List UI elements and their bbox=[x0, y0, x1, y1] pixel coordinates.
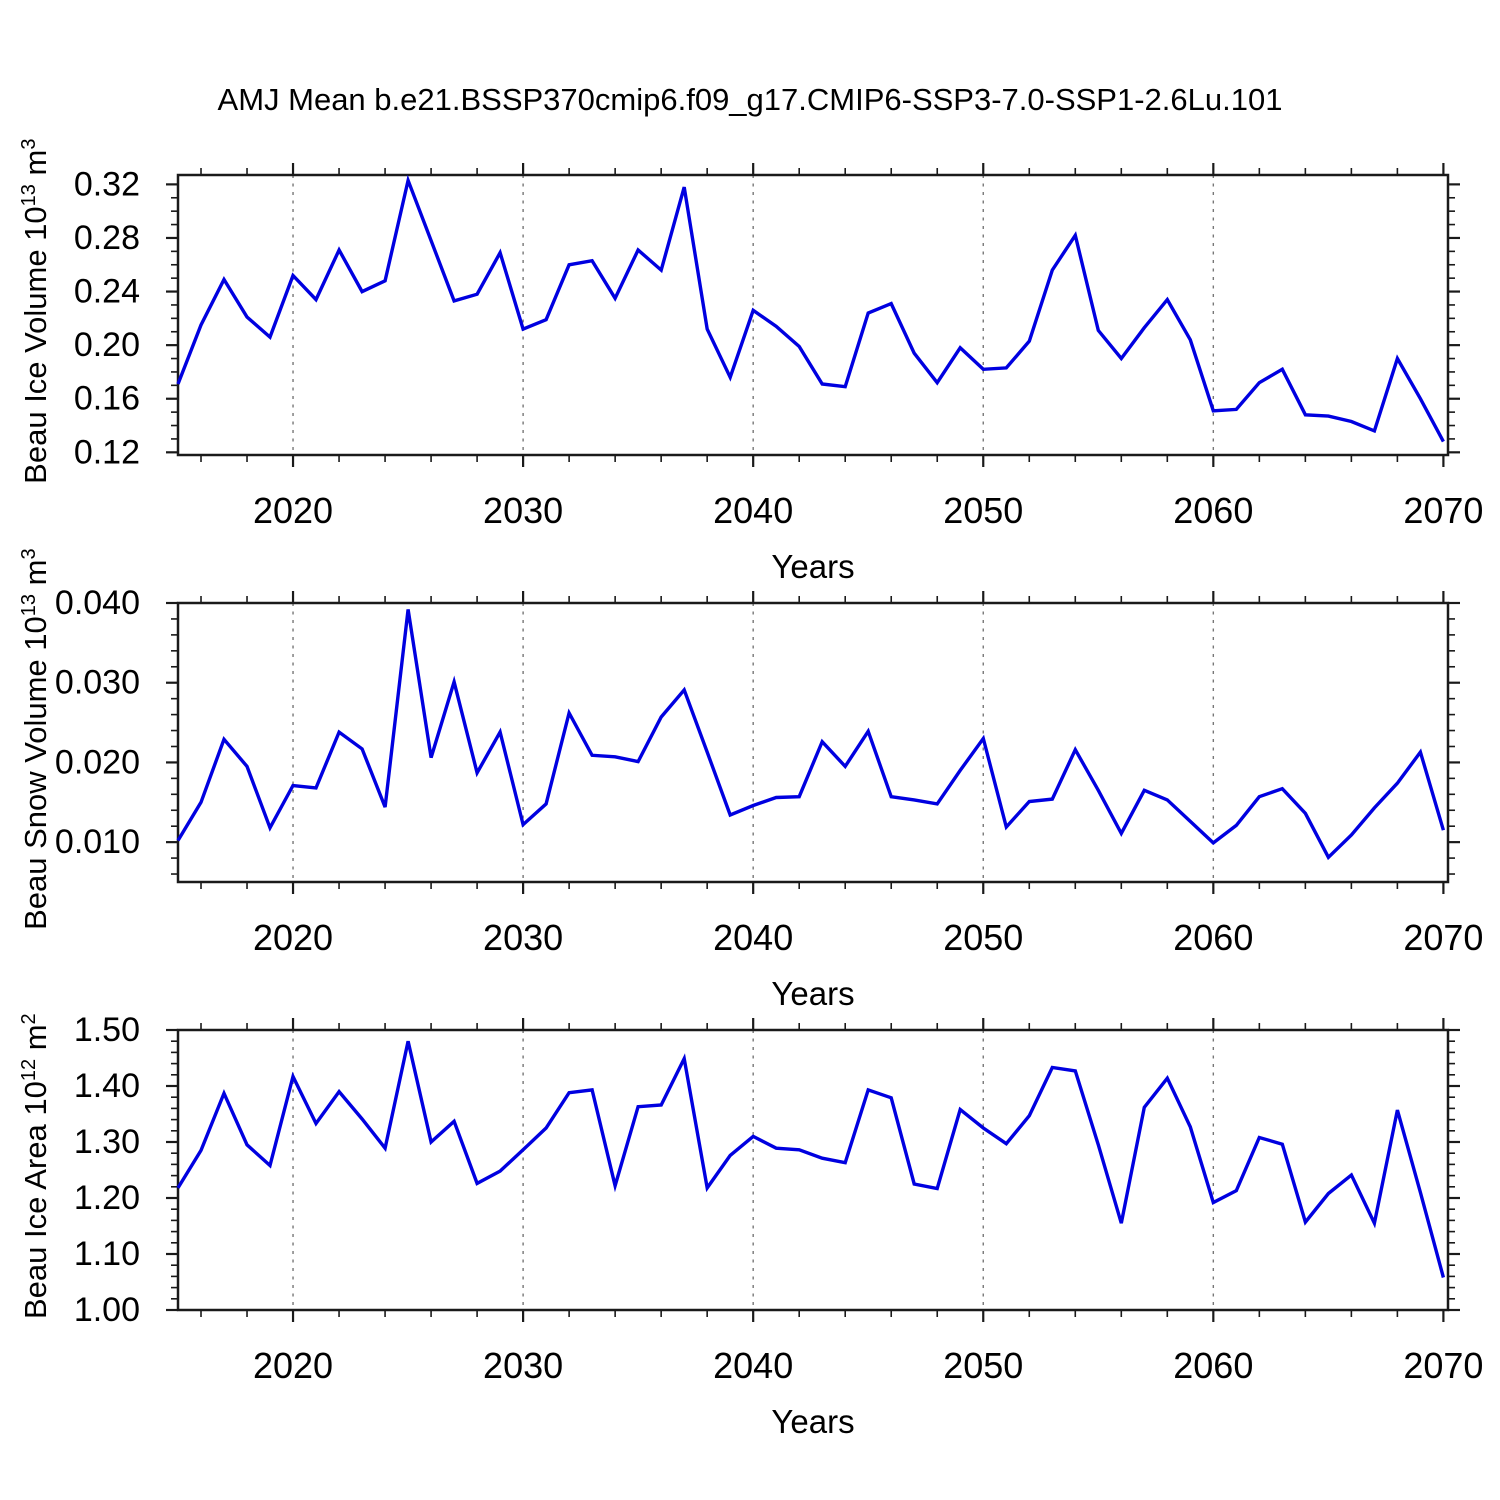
panel-frame bbox=[176, 173, 1450, 457]
panel-ice-area: 1.00 1.10 1.20 1.30 1.40 1.50 2020 2030 2040 2050… bbox=[74, 1011, 1484, 1440]
y-ticks bbox=[166, 1028, 1460, 1312]
y-tick-label: 0.16 bbox=[74, 380, 140, 418]
panel-frame bbox=[176, 601, 1450, 884]
y-tick-label: 1.20 bbox=[74, 1179, 140, 1217]
y-tick-label: 0.030 bbox=[55, 664, 140, 702]
y-tick-label: 0.32 bbox=[74, 165, 140, 203]
x-axis-title: Years bbox=[771, 975, 854, 1012]
x-tick-label: 2050 bbox=[943, 1345, 1023, 1386]
y-tick-label: 0.020 bbox=[55, 743, 140, 781]
x-tick-label: 2070 bbox=[1403, 1345, 1483, 1386]
x-tick-label: 2030 bbox=[483, 490, 563, 531]
x-tick-label: 2070 bbox=[1403, 490, 1483, 531]
x-axis-title: Years bbox=[771, 1403, 854, 1440]
panel-frame bbox=[176, 1028, 1450, 1312]
x-tick-label: 2050 bbox=[943, 917, 1023, 958]
y-tick-label: 1.50 bbox=[74, 1011, 140, 1049]
y-tick-label: 0.010 bbox=[55, 823, 140, 861]
y-ticks bbox=[166, 183, 1460, 454]
y-tick-label: 0.20 bbox=[74, 326, 140, 364]
x-tick-label: 2060 bbox=[1173, 1345, 1253, 1386]
series-line-snow-volume bbox=[176, 609, 1446, 861]
y-tick-label: 0.24 bbox=[74, 273, 140, 311]
panel-snow-volume: 0.010 0.020 0.030 0.040 2020 2030 2040 2050 2060… bbox=[55, 584, 1484, 1012]
x-tick-label: 2020 bbox=[253, 490, 333, 531]
x-tick-label: 2070 bbox=[1403, 917, 1483, 958]
x-ticks bbox=[200, 163, 1445, 467]
panel-ice-volume: 0.12 0.16 0.20 0.24 0.28 0.32 2020 2030 2040 2050… bbox=[74, 163, 1483, 585]
x-tick-label: 2030 bbox=[483, 917, 563, 958]
figure-title: AMJ Mean b.e21.BSSP370cmip6.f09_g17.CMIP… bbox=[217, 82, 1283, 117]
y-tick-label: 1.30 bbox=[74, 1123, 140, 1161]
x-axis-title: Years bbox=[771, 548, 854, 585]
series-line-ice-volume bbox=[176, 174, 1445, 443]
x-tick-label: 2020 bbox=[253, 1345, 333, 1386]
y-ticks bbox=[166, 601, 1460, 875]
y-tick-label: 1.10 bbox=[74, 1235, 140, 1273]
x-tick-label: 2060 bbox=[1173, 490, 1253, 531]
x-tick-label: 2040 bbox=[713, 490, 793, 531]
x-tick-label: 2040 bbox=[713, 917, 793, 958]
y-tick-label: 0.28 bbox=[74, 219, 140, 257]
y-tick-label: 1.40 bbox=[74, 1067, 140, 1105]
x-tick-label: 2030 bbox=[483, 1345, 563, 1386]
x-ticks bbox=[200, 1018, 1445, 1322]
x-tick-label: 2060 bbox=[1173, 917, 1253, 958]
x-tick-label: 2020 bbox=[253, 917, 333, 958]
y-tick-label: 0.12 bbox=[74, 433, 140, 471]
series-line-ice-area bbox=[176, 1040, 1446, 1278]
y-axis-title-ice-area: Beau Ice Area 1012 m2 bbox=[17, 1013, 54, 1319]
x-tick-label: 2050 bbox=[943, 490, 1023, 531]
y-tick-label: 0.040 bbox=[55, 584, 140, 622]
x-tick-label: 2040 bbox=[713, 1345, 793, 1386]
y-tick-label: 1.00 bbox=[74, 1291, 140, 1329]
